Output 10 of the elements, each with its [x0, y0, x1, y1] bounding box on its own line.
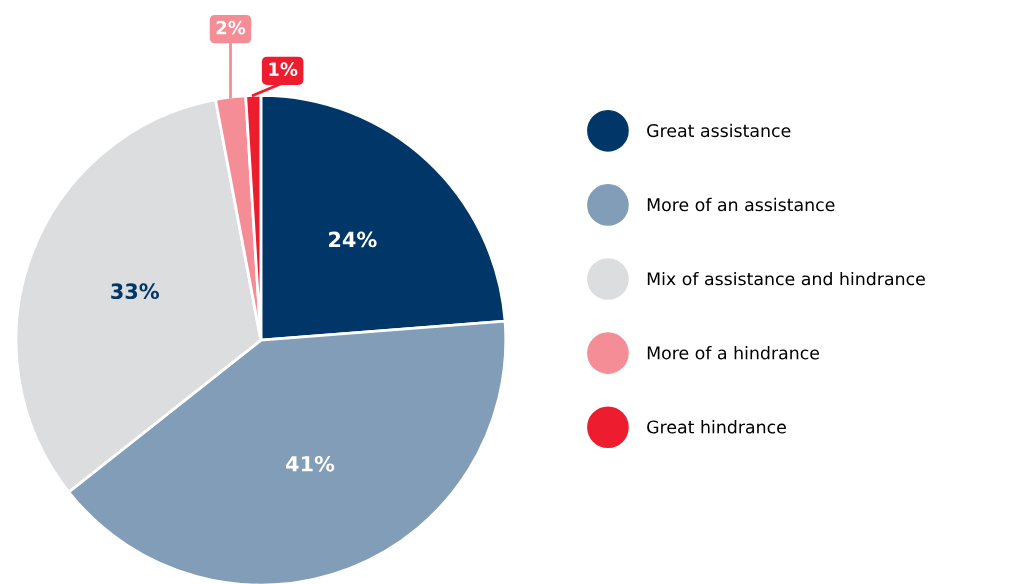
legend-label: Great hindrance: [647, 420, 786, 434]
data-label: 33%: [111, 283, 159, 300]
data-label: 24%: [329, 231, 377, 248]
legend-label: Mix of assistance and hindrance: [647, 271, 925, 286]
data-label: 1%: [269, 62, 298, 77]
legend-label: More of a hindrance: [647, 346, 820, 360]
legend-label: More of an assistance: [647, 197, 835, 212]
data-label: 2%: [216, 20, 246, 35]
data-label: 41%: [286, 455, 335, 472]
legend-label: Great assistance: [647, 123, 791, 138]
